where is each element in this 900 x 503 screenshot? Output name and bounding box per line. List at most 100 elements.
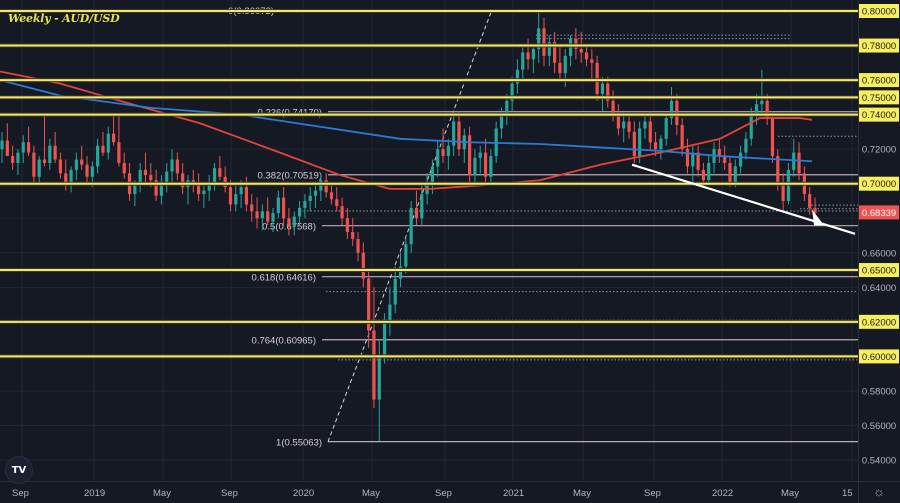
candle-body xyxy=(770,118,775,157)
candle-body xyxy=(329,192,334,200)
candle-body xyxy=(483,152,488,177)
candle-body xyxy=(244,187,249,205)
price-axis-label: 0.58000 xyxy=(862,386,896,397)
candle-body xyxy=(792,152,796,170)
candle-body xyxy=(250,204,254,212)
time-axis-label: Sep xyxy=(12,488,29,499)
candle-body xyxy=(696,152,700,170)
time-axis-label: Sep xyxy=(221,488,238,499)
candle-body xyxy=(154,180,158,196)
candle-body xyxy=(537,28,541,49)
candle-body xyxy=(228,187,233,205)
candle-body xyxy=(499,114,504,129)
price-level-badge xyxy=(859,73,899,88)
candle-body xyxy=(808,194,812,208)
candle-body xyxy=(457,121,461,150)
candle-body xyxy=(165,171,169,184)
candle-body xyxy=(744,138,748,153)
candle-body xyxy=(138,169,142,184)
fib-level-label: 1(0.55063) xyxy=(276,438,322,449)
candle-body xyxy=(21,142,25,153)
candle-body xyxy=(739,152,743,167)
candle-body xyxy=(728,162,732,184)
candle-body xyxy=(547,42,551,56)
price-axis-label: 0.66000 xyxy=(862,248,896,259)
candle-body xyxy=(600,83,605,94)
candle-body xyxy=(16,152,20,163)
tradingview-logo-icon[interactable]: TV xyxy=(5,456,33,484)
candle-body xyxy=(388,304,392,322)
candle-body xyxy=(521,52,525,70)
time-axis-label: 2021 xyxy=(503,488,524,499)
price-axis-label: 0.54000 xyxy=(862,456,896,467)
candle-body xyxy=(170,159,174,172)
candle-body xyxy=(207,181,211,191)
candle-body xyxy=(680,124,684,150)
candle-body xyxy=(579,48,583,53)
time-axis-label: Sep xyxy=(435,488,452,499)
candle-body xyxy=(606,83,610,101)
candle-body xyxy=(685,149,690,167)
candle-body xyxy=(85,164,89,177)
candle-body xyxy=(117,142,121,163)
candle-body xyxy=(345,218,349,233)
candle-body xyxy=(335,199,339,207)
time-axis-label: Sep xyxy=(644,488,661,499)
arrow-cursor-icon xyxy=(812,209,824,226)
candle-body xyxy=(701,169,706,181)
candle-body xyxy=(441,149,445,157)
candle-body xyxy=(202,190,206,195)
price-axis[interactable]: 0.80000 0.78000 0.76000 0.75000 0.74000 0.720… xyxy=(859,4,899,467)
horizontal-levels[interactable] xyxy=(0,9,858,359)
candle-body xyxy=(197,183,201,195)
candle-body xyxy=(175,159,179,174)
candle-body xyxy=(159,183,164,196)
candle-body xyxy=(11,156,15,163)
candle-body xyxy=(723,156,727,163)
candle-body xyxy=(436,149,440,167)
candle-body xyxy=(74,159,78,170)
candle-body xyxy=(292,216,296,227)
time-axis-label: 2019 xyxy=(84,488,105,499)
candle-body xyxy=(452,121,456,146)
candle-body xyxy=(111,133,116,143)
price-axis-label: 0.70000 xyxy=(862,179,896,190)
price-axis-label: 0.72000 xyxy=(862,145,896,156)
candle-body xyxy=(361,252,365,279)
candle-body xyxy=(308,195,312,201)
candle-body xyxy=(313,190,318,196)
moving-average-fast[interactable] xyxy=(0,70,813,190)
price-axis-label: 0.56000 xyxy=(862,421,896,432)
candle-body xyxy=(404,244,408,267)
candle-body xyxy=(754,104,759,115)
candle-body xyxy=(303,200,307,208)
candle-body xyxy=(733,166,737,184)
moving-average-slow[interactable] xyxy=(0,79,813,163)
candle-body xyxy=(430,166,435,184)
time-axis-label: May xyxy=(781,488,799,499)
gear-icon[interactable]: ☼ xyxy=(873,484,885,499)
fib-level-label: 0.618(0.64616) xyxy=(252,273,316,284)
candle-body xyxy=(664,118,668,139)
price-level-badge xyxy=(859,38,899,53)
time-axis-label: 2022 xyxy=(712,488,733,499)
time-axis[interactable]: Sep 2019 May Sep 2020 May Sep 2021 May Sep 2022 May… xyxy=(12,488,853,499)
candle-body xyxy=(356,238,360,253)
candle-body xyxy=(297,207,302,217)
candle-body xyxy=(181,173,185,188)
candle-body xyxy=(813,207,817,214)
candle-body xyxy=(80,159,84,165)
candle-body xyxy=(643,121,647,129)
candle-body xyxy=(133,183,137,195)
candle-body xyxy=(106,133,110,153)
candle-body xyxy=(638,128,642,157)
candle-body xyxy=(781,183,785,201)
candle-body xyxy=(446,145,450,157)
candle-body xyxy=(558,62,562,74)
candle-body xyxy=(143,169,148,176)
time-axis-label: 15 xyxy=(842,488,853,499)
candle-body xyxy=(271,213,275,222)
candle-body xyxy=(749,114,753,139)
